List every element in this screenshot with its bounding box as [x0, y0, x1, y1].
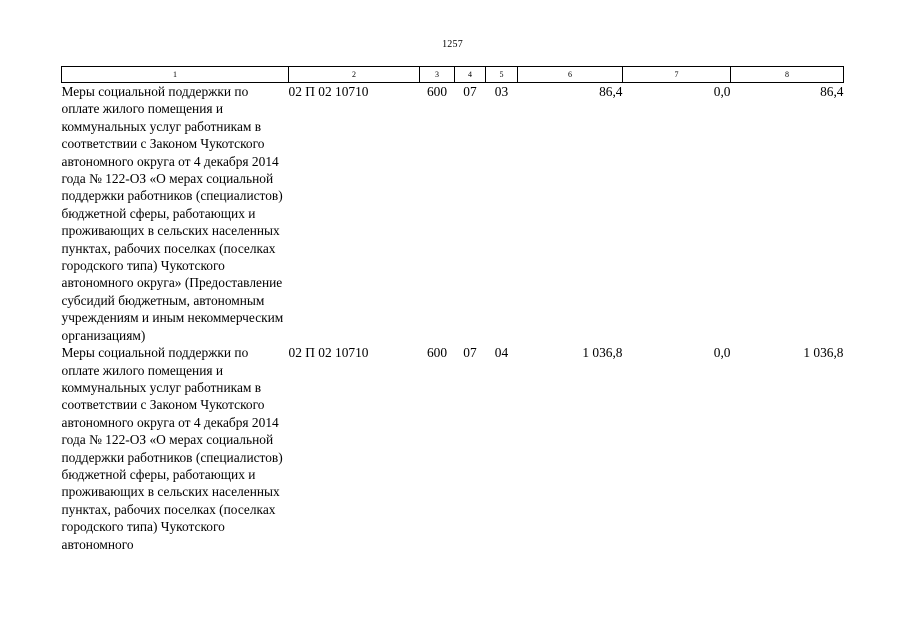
subsection-code: 04	[494, 345, 509, 361]
column-header-4: 4	[454, 66, 486, 83]
section-code: 07	[463, 345, 477, 361]
expense-type-code: 600	[426, 345, 448, 361]
budget-table: 1 2 3 4 5 6 7 8 Меры социальной поддержк…	[61, 66, 844, 553]
column-header-2: 2	[288, 66, 420, 83]
expense-type-code: 600	[426, 84, 448, 99]
column-number-row: 1 2 3 4 5 6 7 8	[61, 66, 844, 83]
row-description: Меры социальной поддержки по оплате жило…	[61, 345, 283, 552]
amount-col-6: 1 036,8	[582, 345, 623, 361]
row-description: Меры социальной поддержки по оплате жило…	[61, 84, 284, 343]
target-article-code: 02 П 02 10710	[288, 84, 369, 99]
page-number: 1257	[442, 39, 463, 50]
column-header-3: 3	[419, 66, 455, 83]
amount-col-6: 86,4	[599, 84, 623, 99]
subsection-code: 03	[494, 84, 509, 99]
amount-col-7: 0,0	[713, 84, 731, 99]
target-article-code: 02 П 02 10710	[288, 345, 369, 361]
table-row: Меры социальной поддержки по оплате жило…	[62, 83, 844, 345]
column-header-6: 6	[517, 66, 623, 83]
column-header-8: 8	[730, 66, 844, 83]
amount-col-7: 0,0	[713, 345, 731, 361]
section-code: 07	[463, 84, 477, 99]
amount-col-8: 86,4	[820, 84, 844, 99]
column-header-7: 7	[622, 66, 731, 83]
column-header-5: 5	[485, 66, 518, 83]
amount-col-8: 1 036,8	[803, 345, 844, 361]
table-row: Меры социальной поддержки по оплате жило…	[62, 344, 844, 553]
column-header-1: 1	[61, 66, 289, 83]
